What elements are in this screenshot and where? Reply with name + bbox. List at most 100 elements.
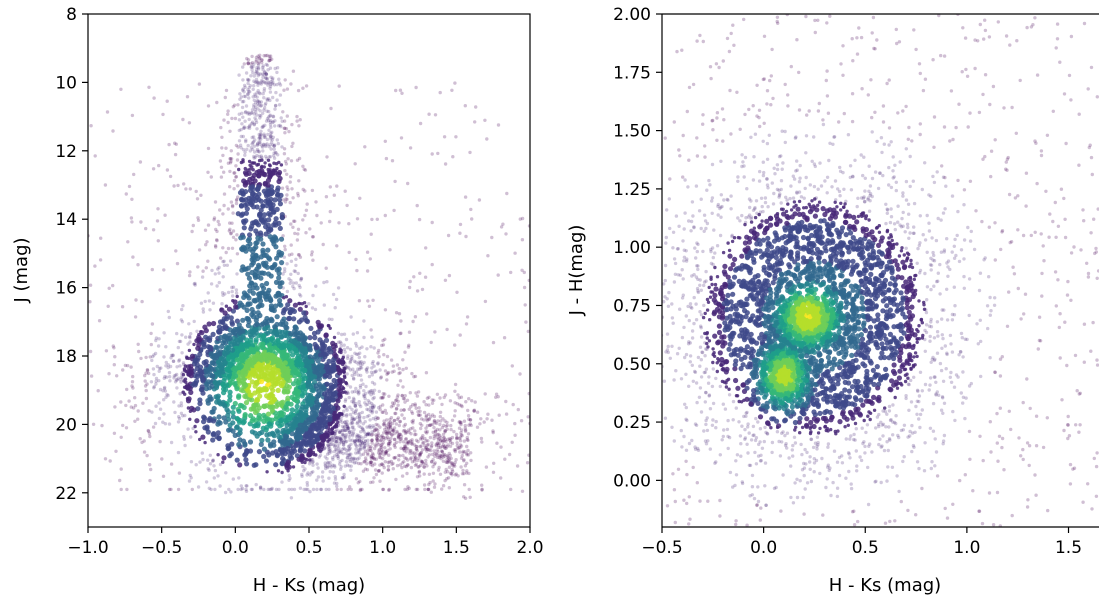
scatter-point	[255, 102, 260, 106]
right-scatter-points	[662, 14, 1099, 527]
scatter-point	[183, 377, 188, 381]
scatter-point	[176, 376, 180, 380]
scatter-point	[209, 487, 213, 492]
scatter-point	[358, 361, 362, 365]
scatter-point	[194, 418, 200, 424]
scatter-point	[246, 61, 250, 65]
scatter-point	[322, 391, 328, 397]
scatter-point	[254, 482, 258, 487]
scatter-point	[342, 443, 346, 447]
scatter-point	[335, 454, 340, 458]
scatter-point	[358, 385, 363, 390]
scatter-point	[270, 138, 275, 142]
scatter-point	[485, 137, 489, 141]
scatter-point	[177, 404, 181, 408]
scatter-point	[288, 175, 293, 179]
scatter-point	[433, 430, 438, 434]
scatter-point	[240, 234, 246, 240]
scatter-point	[266, 81, 270, 85]
scatter-point	[291, 345, 297, 351]
scatter-point	[513, 421, 517, 426]
scatter-point	[522, 285, 527, 290]
scatter-point	[130, 197, 134, 201]
scatter-point	[523, 303, 527, 307]
scatter-point	[294, 408, 300, 414]
scatter-point	[458, 420, 462, 424]
scatter-point	[468, 418, 473, 422]
scatter-point	[289, 272, 293, 276]
scatter-point	[363, 441, 367, 446]
scatter-point	[349, 315, 353, 319]
scatter-point	[413, 402, 417, 406]
scatter-point	[251, 140, 256, 144]
scatter-point	[395, 429, 399, 434]
scatter-point	[240, 111, 244, 116]
scatter-point	[368, 257, 372, 261]
scatter-point	[400, 413, 404, 417]
scatter-point	[246, 78, 250, 83]
scatter-point	[276, 469, 281, 473]
scatter-point	[370, 411, 374, 415]
scatter-point	[245, 147, 249, 151]
scatter-point	[380, 396, 385, 400]
scatter-point	[453, 382, 458, 387]
scatter-point	[130, 220, 134, 224]
scatter-point	[283, 269, 287, 274]
scatter-point	[326, 465, 330, 470]
scatter-point	[252, 390, 258, 396]
scatter-point	[395, 406, 399, 411]
scatter-point	[259, 82, 263, 86]
scatter-point	[157, 337, 161, 341]
scatter-point	[340, 475, 344, 480]
scatter-point	[371, 480, 375, 484]
scatter-point	[253, 92, 257, 97]
scatter-point	[224, 304, 229, 308]
scatter-point	[244, 307, 250, 313]
scatter-point	[282, 433, 289, 439]
scatter-point	[270, 359, 276, 365]
scatter-point	[193, 283, 197, 287]
scatter-point	[256, 264, 262, 270]
scatter-point	[144, 371, 148, 375]
scatter-point	[360, 426, 365, 430]
scatter-point	[355, 415, 360, 420]
scatter-point	[337, 350, 342, 354]
scatter-point	[264, 280, 270, 287]
scatter-point	[765, 141, 770, 146]
scatter-point	[383, 139, 387, 143]
scatter-point	[325, 452, 330, 456]
scatter-point	[443, 429, 447, 433]
scatter-point	[231, 294, 235, 298]
scatter-point	[269, 140, 274, 145]
scatter-point	[322, 280, 326, 285]
scatter-point	[330, 343, 337, 349]
scatter-point	[285, 395, 291, 401]
scatter-point	[370, 441, 374, 445]
scatter-point	[157, 369, 161, 373]
scatter-point	[257, 103, 261, 108]
scatter-point	[432, 434, 436, 438]
scatter-point	[183, 413, 187, 418]
scatter-point	[332, 193, 336, 197]
scatter-point	[348, 485, 352, 489]
scatter-point	[296, 271, 300, 276]
scatter-point	[241, 78, 245, 82]
scatter-point	[339, 487, 343, 492]
scatter-point	[414, 406, 418, 410]
scatter-point	[502, 336, 507, 340]
scatter-point	[342, 409, 346, 413]
scatter-point	[254, 380, 260, 387]
scatter-point	[473, 120, 477, 124]
scatter-point	[453, 81, 457, 85]
scatter-point	[438, 422, 442, 427]
scatter-point	[311, 487, 316, 492]
scatter-point	[188, 417, 192, 421]
scatter-point	[398, 379, 403, 383]
scatter-point	[334, 297, 339, 302]
scatter-point	[167, 422, 172, 426]
scatter-point	[239, 484, 243, 488]
scatter-point	[303, 189, 307, 193]
scatter-point	[391, 429, 395, 433]
scatter-point	[370, 455, 375, 460]
scatter-point	[289, 394, 295, 400]
